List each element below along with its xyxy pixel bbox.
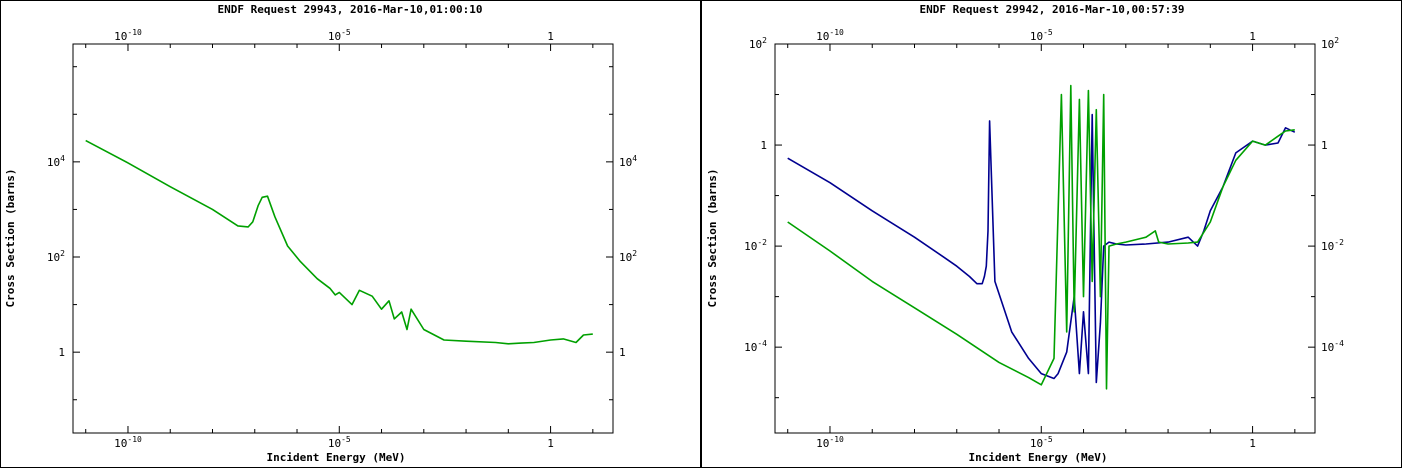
x-tick-label-top: 10-5 [328,28,351,43]
y-tick-label-right: 10-4 [1321,339,1344,354]
x-axis-label-right: Incident Energy (MeV) [968,451,1107,464]
plot-area-left [72,43,614,434]
chart-title-right: ENDF Request 29942, 2016-Mar-10,00:57:39 [920,3,1185,16]
y-tick-label-left: 10-4 [744,339,767,354]
y-tick-label-left: 10-2 [744,238,767,253]
y-tick-label-right: 1 [619,346,626,359]
y-tick-label-right: 102 [1321,36,1339,51]
y-tick-label-left: 1 [760,139,767,152]
x-tick-label-bottom: 1 [547,437,554,450]
x-tick-label-top: 1 [1249,30,1256,43]
y-tick-label-right: 102 [619,249,637,264]
x-tick-label-bottom: 10-5 [328,435,351,450]
plot-content-left: 10-10 10-10 10-5 10-5 1 1 1 1 102 102 104 104 [47,28,637,450]
panel-border-right [701,0,1402,468]
plot-content-right: 10-10 10-10 10-5 10-5 1 1 10-4 10-4 10-2 10-2 1 1 10… [744,28,1344,450]
y-tick-label-left: 102 [47,249,65,264]
y-tick-label-left: 1 [58,346,65,359]
x-tick-label-top: 1 [547,30,554,43]
series-line-0 [787,113,1296,384]
y-tick-label-right: 10-2 [1321,238,1344,253]
y-axis-label-left: Cross Section (barns) [4,168,17,307]
series-line-0 [85,139,593,345]
chart-panel-right: ENDF Request 29942, 2016-Mar-10,00:57:39… [701,0,1402,468]
plot-area-right [774,43,1316,434]
x-tick-label-bottom: 10-10 [816,435,844,450]
y-tick-label-right: 104 [619,154,637,169]
x-tick-label-top: 10-10 [114,28,142,43]
panel-border-left [0,0,701,468]
y-axis-label-right: Cross Section (barns) [706,168,719,307]
y-tick-label-left: 104 [47,154,65,169]
x-tick-label-bottom: 10-5 [1030,435,1053,450]
x-axis-label-left: Incident Energy (MeV) [266,451,405,464]
x-tick-label-bottom: 10-10 [114,435,142,450]
y-tick-label-left: 102 [749,36,767,51]
x-tick-label-top: 10-5 [1030,28,1053,43]
x-tick-label-bottom: 1 [1249,437,1256,450]
series-line-1 [787,84,1295,390]
chart-panel-left: ENDF Request 29943, 2016-Mar-10,01:00:10… [0,0,701,468]
x-tick-label-top: 10-10 [816,28,844,43]
y-tick-label-right: 1 [1321,139,1328,152]
chart-title-left: ENDF Request 29943, 2016-Mar-10,01:00:10 [218,3,483,16]
